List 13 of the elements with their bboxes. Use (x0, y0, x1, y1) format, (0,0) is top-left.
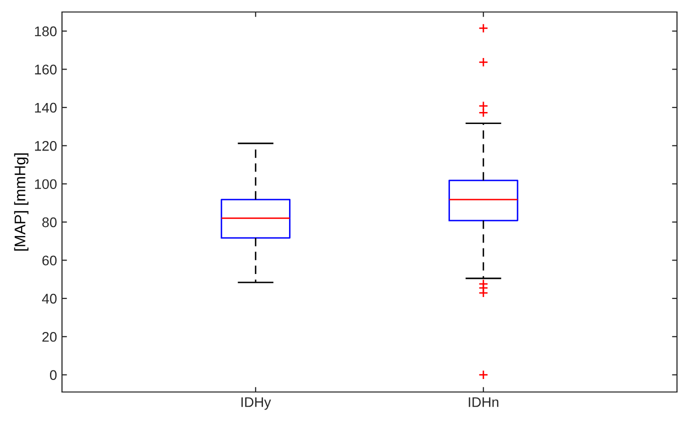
y-tick-label: 120 (35, 141, 57, 151)
x-tick-label: IDHn (468, 397, 498, 407)
y-tick-label: 0 (50, 370, 57, 380)
y-tick-label: 60 (42, 256, 57, 266)
y-tick-label: 160 (35, 64, 57, 74)
y-tick-label: 40 (42, 294, 57, 304)
y-tick-label: 100 (35, 179, 57, 190)
y-tick-label: 140 (35, 102, 57, 113)
y-tick-label: 80 (42, 217, 57, 228)
y-tick-label: 180 (35, 26, 57, 36)
y-tick-label: 20 (42, 332, 57, 342)
y-axis-title: [MAP] [mmHg] (14, 153, 28, 251)
x-tick-label: IDHy (241, 397, 272, 410)
